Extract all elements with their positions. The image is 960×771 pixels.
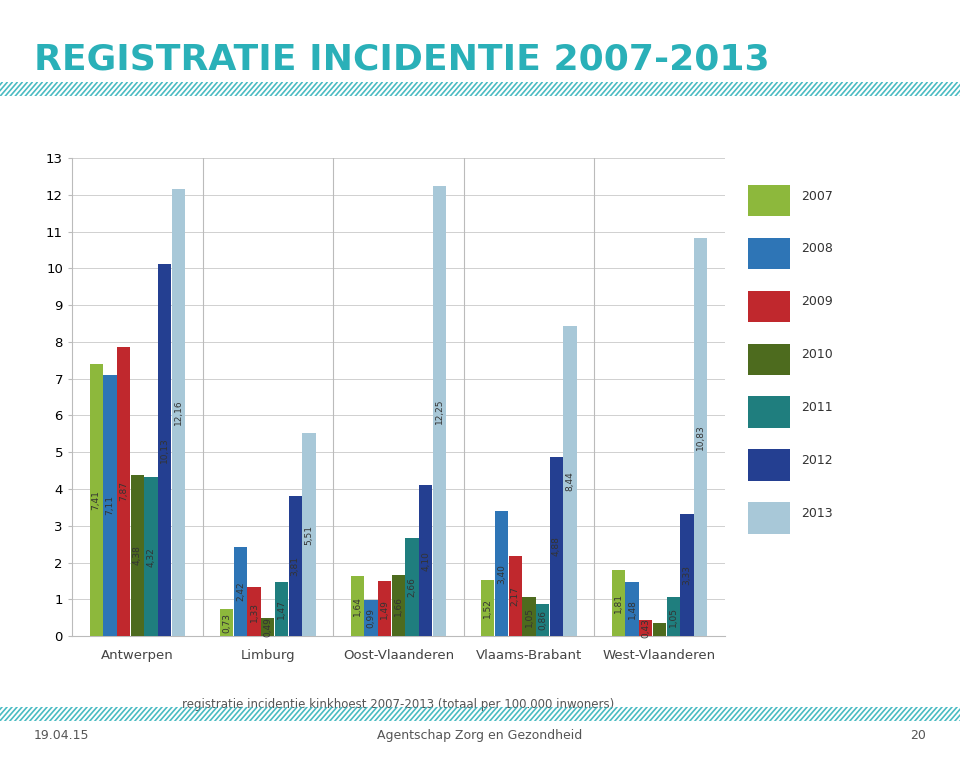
Text: 1,05: 1,05 xyxy=(669,607,678,627)
Bar xyxy=(248,588,261,636)
Text: 1,05: 1,05 xyxy=(524,607,534,627)
Bar xyxy=(509,557,522,636)
Bar xyxy=(681,513,693,636)
Bar xyxy=(275,582,288,636)
Text: 2007: 2007 xyxy=(802,190,833,203)
Text: 1,48: 1,48 xyxy=(628,599,636,619)
FancyBboxPatch shape xyxy=(748,344,790,375)
FancyBboxPatch shape xyxy=(748,502,790,534)
Bar xyxy=(420,485,432,636)
Bar xyxy=(378,581,392,636)
Bar xyxy=(550,456,563,636)
Bar xyxy=(639,620,653,636)
Text: 2013: 2013 xyxy=(802,507,833,520)
FancyBboxPatch shape xyxy=(748,396,790,428)
Bar xyxy=(405,538,419,636)
Text: REGISTRATIE INCIDENTIE 2007-2013: REGISTRATIE INCIDENTIE 2007-2013 xyxy=(34,42,769,76)
Text: 2010: 2010 xyxy=(802,348,833,361)
Text: 19.04.15: 19.04.15 xyxy=(34,729,89,742)
Text: registratie incidentie kinkhoest 2007-2013 (totaal per 100.000 inwoners): registratie incidentie kinkhoest 2007-20… xyxy=(182,699,614,711)
Text: 0,99: 0,99 xyxy=(367,608,375,628)
Bar xyxy=(261,618,275,636)
Text: 1,81: 1,81 xyxy=(613,593,623,613)
Text: 2011: 2011 xyxy=(802,401,833,414)
Bar xyxy=(89,364,103,636)
Text: 12,25: 12,25 xyxy=(435,398,444,423)
Text: 2012: 2012 xyxy=(802,454,833,467)
Text: 4,88: 4,88 xyxy=(552,537,561,557)
Bar xyxy=(158,264,171,636)
Text: 7,11: 7,11 xyxy=(106,495,114,515)
Text: 4,32: 4,32 xyxy=(147,547,156,567)
Text: 8,44: 8,44 xyxy=(565,471,575,491)
Bar xyxy=(536,604,549,636)
Bar xyxy=(302,433,316,636)
Bar xyxy=(220,609,233,636)
Text: 12,16: 12,16 xyxy=(174,399,183,426)
Text: 4,10: 4,10 xyxy=(421,550,430,571)
Text: 1,33: 1,33 xyxy=(250,601,258,621)
Text: 10,83: 10,83 xyxy=(696,424,706,449)
Text: 3,81: 3,81 xyxy=(291,556,300,576)
Text: 2009: 2009 xyxy=(802,295,833,308)
Text: 1,52: 1,52 xyxy=(483,598,492,618)
Text: 4,38: 4,38 xyxy=(132,546,142,565)
FancyBboxPatch shape xyxy=(748,185,790,217)
Text: 1,64: 1,64 xyxy=(352,596,362,616)
Text: 2008: 2008 xyxy=(802,242,833,255)
Text: 0,43: 0,43 xyxy=(641,618,650,638)
Bar xyxy=(612,570,625,636)
Bar xyxy=(131,475,144,636)
Text: 2,66: 2,66 xyxy=(408,577,417,597)
Bar xyxy=(694,237,708,636)
Text: 7,41: 7,41 xyxy=(91,490,101,510)
Text: 3,33: 3,33 xyxy=(683,565,691,585)
Text: 2,17: 2,17 xyxy=(511,586,519,606)
Bar xyxy=(104,375,116,636)
Text: 20: 20 xyxy=(910,729,926,742)
Bar xyxy=(392,575,405,636)
Text: 3,40: 3,40 xyxy=(497,564,506,584)
Text: 1,49: 1,49 xyxy=(380,599,389,618)
Text: 5,51: 5,51 xyxy=(304,525,314,545)
Bar xyxy=(350,576,364,636)
FancyBboxPatch shape xyxy=(748,237,790,269)
FancyBboxPatch shape xyxy=(748,291,790,322)
Bar xyxy=(495,511,508,636)
Text: 1,66: 1,66 xyxy=(394,595,403,615)
Bar xyxy=(365,600,377,636)
Bar xyxy=(564,325,577,636)
Bar xyxy=(144,477,157,636)
Text: 7,87: 7,87 xyxy=(119,481,128,501)
Text: 10,13: 10,13 xyxy=(160,437,169,463)
Text: 0,86: 0,86 xyxy=(539,611,547,630)
Bar xyxy=(117,347,131,636)
Text: 0,49: 0,49 xyxy=(263,617,273,637)
Bar xyxy=(481,581,494,636)
Bar xyxy=(522,598,536,636)
Bar xyxy=(234,547,247,636)
Bar xyxy=(172,189,185,636)
Text: Agentschap Zorg en Gezondheid: Agentschap Zorg en Gezondheid xyxy=(377,729,583,742)
Bar xyxy=(433,186,446,636)
Bar xyxy=(653,623,666,636)
Bar xyxy=(666,598,680,636)
Bar xyxy=(289,496,301,636)
Text: 2,42: 2,42 xyxy=(236,582,245,601)
Text: 1,47: 1,47 xyxy=(277,599,286,619)
Text: 0,73: 0,73 xyxy=(222,613,231,633)
FancyBboxPatch shape xyxy=(748,449,790,481)
Bar xyxy=(626,581,638,636)
